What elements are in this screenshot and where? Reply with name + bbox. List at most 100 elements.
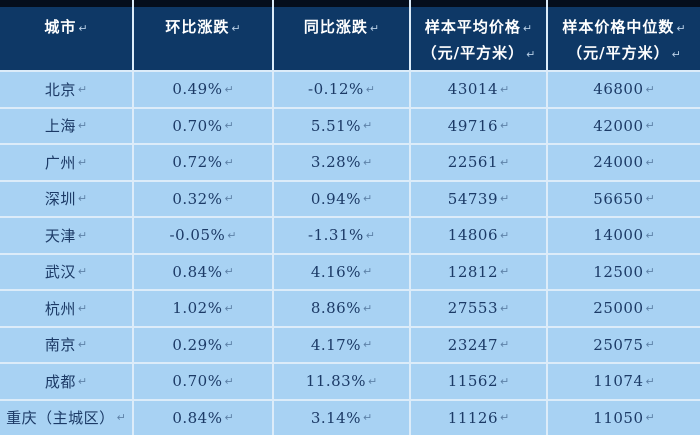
paragraph-mark-icon: ↵	[224, 192, 234, 206]
header-cell-median-price: 样本价格中位数 ↵ （元/平方米） ↵	[548, 0, 700, 70]
paragraph-mark-icon: ↵	[224, 82, 234, 96]
city-name: 杭州	[44, 299, 76, 318]
yoy-change-cell: -1.31% ↵	[274, 218, 409, 253]
paragraph-mark-icon: ↵	[522, 22, 533, 35]
paragraph-mark-icon: ↵	[362, 338, 373, 352]
paragraph-mark-icon: ↵	[500, 228, 510, 242]
median-price-value: 24000	[593, 153, 644, 172]
mom-change-value: 0.84%	[172, 408, 223, 427]
yoy-change-value: 3.14%	[310, 408, 361, 427]
median-price-value: 56650	[593, 189, 644, 208]
average-price-value: 49716	[447, 116, 498, 135]
paragraph-mark-icon: ↵	[526, 48, 536, 61]
paragraph-mark-icon: ↵	[362, 155, 373, 169]
average-price-value: 11126	[447, 408, 498, 427]
header-label-average-price-unit: （元/平方米） ↵	[411, 40, 546, 66]
yoy-change-cell: -0.12% ↵	[274, 72, 409, 107]
city-name: 南京	[44, 336, 76, 355]
city-cell: 上海 ↵	[0, 108, 132, 143]
paragraph-mark-icon: ↵	[500, 155, 510, 169]
header-text: 样本价格中位数	[562, 18, 675, 36]
city-cell: 天津 ↵	[0, 218, 132, 253]
mom-change-cell: 0.70% ↵	[134, 108, 272, 143]
header-label-mom-change: 环比涨跌 ↵	[134, 14, 272, 40]
mom-change-value: 0.32%	[172, 189, 223, 208]
mom-change-value: 0.29%	[172, 335, 223, 354]
paragraph-mark-icon: ↵	[362, 301, 373, 315]
yoy-change-value: 0.94%	[310, 189, 361, 208]
mom-change-value: 0.70%	[172, 116, 223, 135]
paragraph-mark-icon: ↵	[77, 192, 88, 206]
paragraph-mark-icon: ↵	[645, 338, 655, 352]
mom-change-cell: 0.72% ↵	[134, 145, 272, 180]
header-label-average-price: 样本平均价格 ↵	[411, 14, 546, 40]
paragraph-mark-icon: ↵	[77, 155, 88, 169]
mom-change-cell: 0.84% ↵	[134, 400, 272, 435]
average-price-cell: 12812 ↵	[411, 254, 546, 289]
paragraph-mark-icon: ↵	[77, 338, 88, 352]
median-price-value: 42000	[593, 116, 644, 135]
paragraph-mark-icon: ↵	[365, 82, 375, 96]
median-price-cell: 25075 ↵	[548, 327, 700, 362]
average-price-value: 27553	[447, 299, 498, 318]
paragraph-mark-icon: ↵	[77, 265, 88, 279]
paragraph-mark-icon: ↵	[362, 192, 373, 206]
paragraph-mark-icon: ↵	[78, 22, 88, 35]
city-cell: 重庆（主城区） ↵	[0, 400, 132, 435]
average-price-value: 14806	[447, 226, 498, 245]
mom-change-cell: 0.49% ↵	[134, 72, 272, 107]
header-text: 环比涨跌	[165, 18, 230, 36]
yoy-change-cell: 5.51% ↵	[274, 108, 409, 143]
paragraph-mark-icon: ↵	[367, 374, 378, 388]
header-label-city: 城市 ↵	[0, 14, 132, 40]
paragraph-mark-icon: ↵	[500, 374, 510, 388]
yoy-change-value: 5.51%	[310, 116, 361, 135]
mom-change-cell: -0.05% ↵	[134, 218, 272, 253]
median-price-value: 11050	[593, 408, 644, 427]
median-price-cell: 11050 ↵	[548, 400, 700, 435]
paragraph-mark-icon: ↵	[224, 265, 234, 279]
average-price-cell: 23247 ↵	[411, 327, 546, 362]
paragraph-mark-icon: ↵	[369, 22, 380, 35]
paragraph-mark-icon: ↵	[645, 374, 655, 388]
paragraph-mark-icon: ↵	[645, 119, 655, 133]
header-label-median-price: 样本价格中位数 ↵	[548, 14, 700, 40]
median-price-value: 12500	[593, 262, 644, 281]
city-cell: 深圳 ↵	[0, 181, 132, 216]
city-name: 北京	[44, 80, 76, 99]
header-cell-city: 城市 ↵	[0, 0, 132, 70]
paragraph-mark-icon: ↵	[224, 155, 234, 169]
average-price-value: 54739	[447, 189, 498, 208]
median-price-cell: 42000 ↵	[548, 108, 700, 143]
yoy-change-value: 8.86%	[310, 299, 361, 318]
city-name: 深圳	[44, 190, 76, 209]
average-price-cell: 43014 ↵	[411, 72, 546, 107]
paragraph-mark-icon: ↵	[116, 411, 126, 425]
yoy-change-value: -0.12%	[308, 80, 364, 99]
paragraph-mark-icon: ↵	[224, 119, 234, 133]
yoy-change-value: 4.16%	[310, 262, 361, 281]
median-price-cell: 56650 ↵	[548, 181, 700, 216]
mom-change-cell: 0.84% ↵	[134, 254, 272, 289]
header-cell-mom-change: 环比涨跌 ↵	[134, 0, 272, 70]
mom-change-cell: 0.70% ↵	[134, 364, 272, 399]
paragraph-mark-icon: ↵	[77, 301, 88, 315]
paragraph-mark-icon: ↵	[645, 301, 655, 315]
yoy-change-value: 3.28%	[310, 153, 361, 172]
paragraph-mark-icon: ↵	[645, 192, 655, 206]
average-price-cell: 49716 ↵	[411, 108, 546, 143]
paragraph-mark-icon: ↵	[500, 82, 510, 96]
city-name: 重庆（主城区）	[6, 409, 115, 428]
paragraph-mark-icon: ↵	[500, 301, 510, 315]
paragraph-mark-icon: ↵	[224, 338, 234, 352]
paragraph-mark-icon: ↵	[645, 228, 655, 242]
paragraph-mark-icon: ↵	[77, 119, 88, 133]
median-price-cell: 12500 ↵	[548, 254, 700, 289]
average-price-value: 12812	[447, 262, 498, 281]
header-text: （元/平方米）	[567, 44, 670, 62]
paragraph-mark-icon: ↵	[500, 192, 510, 206]
mom-change-value: 0.70%	[172, 372, 223, 391]
median-price-cell: 25000 ↵	[548, 291, 700, 326]
average-price-value: 11562	[447, 372, 498, 391]
